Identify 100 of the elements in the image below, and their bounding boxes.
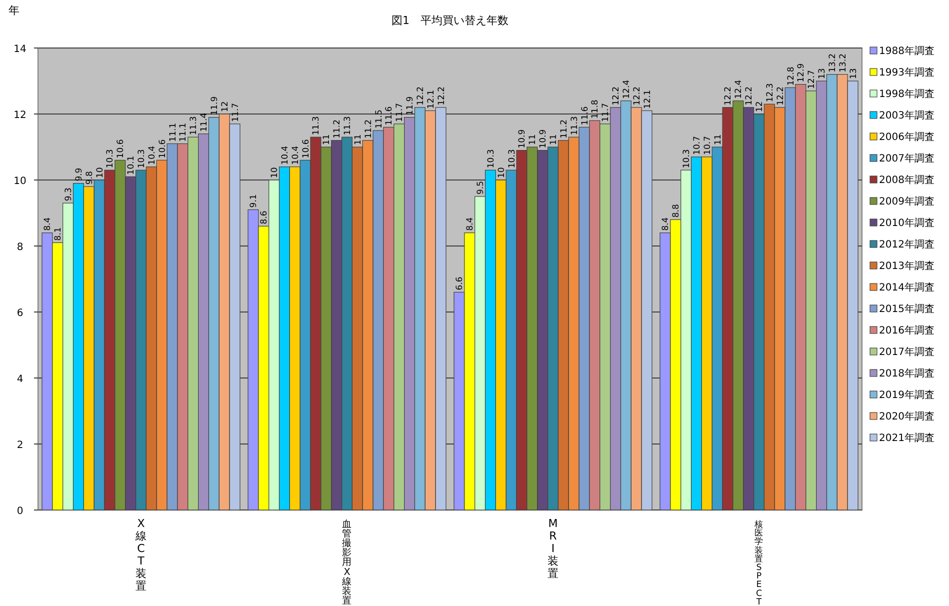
legend-label: 2015年調査 <box>879 303 934 315</box>
data-label: 10.3 <box>106 149 116 168</box>
data-label: 11.1 <box>178 122 189 142</box>
data-label: 12 <box>220 101 230 112</box>
legend-label: 2014年調査 <box>879 282 934 294</box>
data-label: 10.4 <box>290 146 301 165</box>
y-tick-label: 0 <box>16 506 24 517</box>
data-label: 10.6 <box>158 139 168 158</box>
data-label: 12.2 <box>436 86 447 106</box>
data-label: 11.2 <box>332 119 343 138</box>
data-label: 10.4 <box>147 146 158 165</box>
legend-label: 1993年調査 <box>879 66 934 78</box>
data-label: 6.6 <box>455 276 466 290</box>
data-label: 10.9 <box>518 129 528 148</box>
legend-label: 2003年調査 <box>879 110 934 122</box>
data-label: 8.1 <box>54 227 64 241</box>
legend-label: 2021年調査 <box>879 432 934 444</box>
data-label: 11 <box>353 134 364 145</box>
y-tick-label: 8 <box>16 242 24 253</box>
legend-label: 2016年調査 <box>879 324 934 336</box>
data-label: 11.6 <box>580 106 590 126</box>
data-label: 12.2 <box>776 86 786 106</box>
data-label: 10.7 <box>692 136 702 155</box>
legend-label: 2020年調査 <box>879 410 934 422</box>
y-tick-label: 6 <box>16 308 24 319</box>
data-label: 11.9 <box>406 96 416 116</box>
data-label: 12.2 <box>612 86 622 106</box>
data-label: 8.8 <box>672 204 682 218</box>
data-label: 12 <box>755 101 765 112</box>
data-label: 12.4 <box>622 80 632 99</box>
y-tick-label: 14 <box>14 44 26 55</box>
data-label: 12.8 <box>786 66 796 86</box>
data-label: 9.5 <box>476 180 486 194</box>
data-label: 13.2 <box>838 53 848 72</box>
data-label: 12.7 <box>807 70 818 89</box>
data-label: 11.7 <box>395 102 406 122</box>
legend-label: 2018年調査 <box>879 368 934 380</box>
legend-label: 1988年調査 <box>879 45 934 57</box>
category-label: 血管撮影用X線装置 <box>342 519 352 606</box>
data-label: 11.3 <box>343 116 353 136</box>
y-tick-label: 10 <box>14 176 26 187</box>
data-label: 12.2 <box>632 86 642 106</box>
data-label: 11.3 <box>189 116 200 136</box>
x-tick-label: MRI装置 <box>548 517 558 580</box>
y-tick-label: 12 <box>14 110 26 121</box>
category-label: 核医学装置SPECT <box>754 520 764 606</box>
data-label: 10.7 <box>702 136 713 155</box>
data-label: 12.2 <box>744 86 755 106</box>
data-label: 12.2 <box>416 86 426 106</box>
data-label: 8.4 <box>466 217 476 231</box>
data-label: 11.7 <box>601 102 612 122</box>
data-label: 11.2 <box>364 119 374 138</box>
data-label: 13 <box>818 68 828 79</box>
data-label: 11.1 <box>168 122 178 142</box>
data-label: 12.1 <box>426 90 436 109</box>
data-label: 11.6 <box>384 106 395 126</box>
data-label: 11 <box>549 134 559 145</box>
data-label: 9.9 <box>74 168 84 182</box>
legend-label: 2010年調査 <box>879 217 934 229</box>
data-label: 8.4 <box>43 217 54 231</box>
data-label: 11.2 <box>559 119 570 138</box>
legend-label: 2017年調査 <box>879 346 934 358</box>
data-label: 10.3 <box>486 149 496 168</box>
y-tick-label: 4 <box>16 374 24 385</box>
data-label: 12.4 <box>734 80 744 99</box>
data-label: 11.4 <box>200 112 210 132</box>
data-label: 13.2 <box>828 53 838 72</box>
data-label: 10 <box>95 167 106 178</box>
data-label: 9.1 <box>249 194 260 208</box>
data-label: 12.2 <box>724 86 734 106</box>
data-label: 10 <box>496 167 507 178</box>
data-label: 11 <box>713 134 724 145</box>
data-label: 11.9 <box>210 96 220 116</box>
data-label: 10.3 <box>137 149 147 168</box>
x-tick-label: X線CT装置 <box>134 517 146 592</box>
data-label: 10.4 <box>280 146 290 165</box>
data-label: 10.3 <box>682 149 692 168</box>
legend-label: 2007年調査 <box>879 152 934 164</box>
data-label: 11 <box>528 134 538 145</box>
data-label: 10.1 <box>126 156 137 175</box>
data-label: 10.3 <box>507 149 518 168</box>
y-tick-label: 2 <box>16 440 24 451</box>
legend-label: 2009年調査 <box>879 196 934 208</box>
data-label: 11 <box>322 134 332 145</box>
data-label: 12.1 <box>642 90 653 109</box>
data-label: 10.9 <box>538 129 549 148</box>
legend-label: 2012年調査 <box>879 238 934 250</box>
legend-label: 2019年調査 <box>879 389 934 401</box>
data-label: 9.8 <box>84 171 95 185</box>
data-label: 12.9 <box>796 63 807 82</box>
data-label: 12.3 <box>765 83 776 102</box>
data-label: 11.3 <box>570 116 580 136</box>
data-label: 10.6 <box>301 139 312 158</box>
data-label: 11.8 <box>590 100 601 119</box>
legend-label: 2008年調査 <box>879 174 934 186</box>
data-label: 8.4 <box>661 217 672 231</box>
legend-label: 1998年調査 <box>879 88 934 100</box>
data-label: 13 <box>848 68 859 79</box>
chart-title: 図1 平均買い替え年数 <box>392 14 508 27</box>
legend-label: 2006年調査 <box>879 131 934 143</box>
